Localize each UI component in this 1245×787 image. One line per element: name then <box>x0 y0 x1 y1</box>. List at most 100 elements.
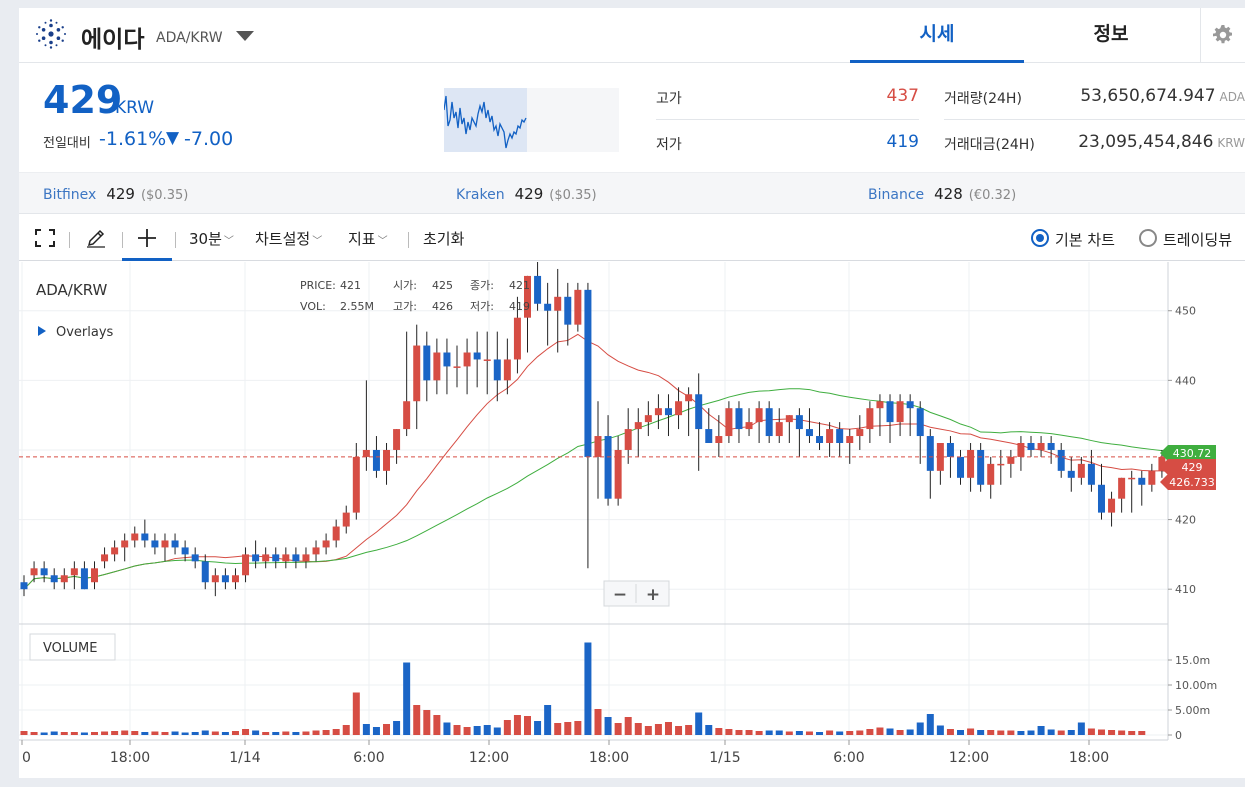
tradingview-label[interactable]: 트레이딩뷰 <box>1163 231 1233 249</box>
chart-settings-dropdown[interactable]: 차트설정 ﹀ <box>255 228 322 249</box>
candle-body <box>685 394 693 402</box>
candle-body <box>1027 443 1035 450</box>
volume-bar <box>765 730 773 735</box>
overlays-toggle[interactable]: Overlays <box>56 325 114 340</box>
toolbar-divider <box>69 232 70 248</box>
volume-bar <box>1057 730 1065 735</box>
price-tag-label: 429 <box>1182 461 1203 474</box>
change-amount: -7.00 <box>184 128 234 150</box>
exchange-usd-price: ($0.35) <box>140 188 189 203</box>
candle-body <box>1118 477 1126 499</box>
volume-bar <box>433 715 441 735</box>
candle <box>1017 436 1025 471</box>
volume-bar <box>876 727 884 735</box>
candle <box>141 519 149 548</box>
volume-bar <box>544 705 552 735</box>
candle-body <box>846 436 854 443</box>
chevron-down-icon: ﹀ <box>312 236 323 247</box>
zoom-out-button[interactable]: − <box>613 585 627 605</box>
candle-body <box>957 456 965 478</box>
volume-bar <box>664 722 672 735</box>
settings-button[interactable] <box>1200 8 1245 63</box>
volume-bar <box>886 728 894 735</box>
high-value: 437 <box>886 86 919 106</box>
volume-bars <box>20 642 1146 735</box>
volume-bar <box>856 730 864 735</box>
candle <box>1047 436 1055 464</box>
tab-info[interactable]: 정보 <box>1093 23 1129 45</box>
candle-body <box>231 575 239 583</box>
play-icon[interactable] <box>38 326 46 336</box>
price-tag-label: 430.72 <box>1173 447 1212 460</box>
candle-body <box>644 415 652 423</box>
crosshair-icon[interactable] <box>137 228 157 248</box>
volume-bar <box>906 729 914 735</box>
low-label: 저가 <box>656 137 682 153</box>
chart-symbol: ADA/KRW <box>36 281 108 299</box>
turnover-24h: 23,095,454,846 KRW <box>1049 132 1245 152</box>
chevron-down-icon[interactable] <box>236 31 254 41</box>
volume-bar <box>40 732 48 735</box>
current-price: 429 <box>43 78 123 122</box>
candle <box>1118 477 1126 513</box>
candle <box>121 533 129 562</box>
tab-price[interactable]: 시세 <box>850 8 1024 63</box>
legend-vol-value: 2.55M <box>340 300 374 313</box>
reset-button[interactable]: 초기화 <box>423 230 465 248</box>
divider <box>656 119 919 120</box>
pencil-icon[interactable] <box>86 228 106 248</box>
candle-body <box>574 289 582 325</box>
indicators-dropdown[interactable]: 지표 ﹀ <box>348 228 388 249</box>
candle <box>1128 470 1136 513</box>
candle <box>755 401 763 443</box>
fullscreen-icon[interactable] <box>35 229 55 247</box>
zoom-in-button[interactable]: + <box>646 585 660 605</box>
candle <box>80 561 88 590</box>
candle <box>624 408 632 464</box>
candle <box>1138 470 1146 506</box>
candle <box>332 519 340 548</box>
volume-tick-label: 15.0m <box>1175 654 1210 667</box>
volume-tick-label: 0 <box>1175 729 1182 742</box>
legend-vol-label: VOL: <box>300 300 326 313</box>
basic-chart-label[interactable]: 기본 차트 <box>1055 231 1115 249</box>
price-axis-ticks: 410420430440450 <box>1168 305 1196 596</box>
volume-bar <box>503 720 511 735</box>
candle <box>393 429 401 464</box>
candle-body <box>151 540 159 548</box>
volume-bar <box>795 731 803 735</box>
volume-bar <box>372 727 380 735</box>
candle-body <box>564 296 572 325</box>
candle <box>473 331 481 388</box>
candle <box>846 429 854 464</box>
volume-bar <box>735 730 743 735</box>
volume-bar <box>111 731 119 735</box>
volume-bar <box>171 731 179 735</box>
chart-grid <box>19 262 1168 740</box>
indicators-label: 지표 <box>348 230 376 248</box>
interval-dropdown[interactable]: 30분 ﹀ <box>189 228 234 249</box>
coin-name: 에이다 <box>81 27 145 53</box>
candle <box>70 561 78 590</box>
exchange-kraken[interactable]: Kraken 429 ($0.35) <box>456 185 597 203</box>
chevron-down-icon: ﹀ <box>377 236 388 247</box>
volume-bar <box>1077 722 1085 735</box>
candle <box>805 408 813 443</box>
candle-body <box>242 554 250 576</box>
candle-body <box>252 554 260 562</box>
candle <box>775 408 783 443</box>
candle <box>101 547 109 569</box>
toolbar-divider <box>175 232 176 248</box>
exchange-binance[interactable]: Binance 428 (€0.32) <box>868 185 1016 203</box>
candle-body <box>1097 484 1105 513</box>
volume-label: 거래량(24H) <box>944 91 1022 107</box>
tradingview-radio[interactable] <box>1139 229 1157 247</box>
chart-settings-label: 차트설정 <box>255 230 311 248</box>
candle-body <box>282 554 290 562</box>
candle <box>1067 456 1075 492</box>
exchange-bitfinex[interactable]: Bitfinex 429 ($0.35) <box>43 185 188 203</box>
candle <box>242 547 250 583</box>
candle-body <box>141 533 149 541</box>
basic-chart-radio[interactable] <box>1031 229 1049 247</box>
